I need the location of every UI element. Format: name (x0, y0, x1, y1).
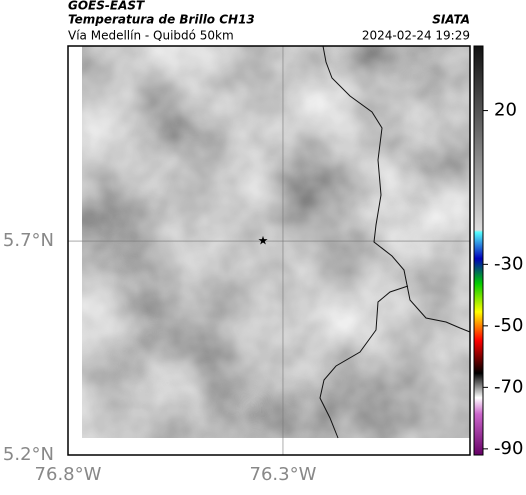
colorbar-tick-label: -50 (494, 315, 523, 336)
lon-tick-label: 76.3°W (250, 464, 317, 485)
cloud-texture (82, 46, 470, 438)
lat-tick-label: 5.7°N (3, 230, 54, 251)
lat-tick-label: 5.2°N (3, 444, 54, 465)
colorbar-tick-label: -70 (494, 376, 523, 397)
lon-tick-label: 76.8°W (35, 464, 102, 485)
title: Temperatura de Brillo CH13 (68, 13, 255, 27)
colorbar-tick-label: -90 (494, 438, 523, 459)
source: GOES-EAST (68, 0, 145, 13)
map-frame (67, 45, 471, 456)
colorbar-tick-label: 20 (494, 100, 517, 121)
border (319, 285, 409, 439)
colorbar (473, 45, 484, 456)
datetime: 2024-02-24 19:29 (362, 29, 470, 43)
coastline (322, 45, 471, 333)
org: SIATA (432, 13, 470, 27)
colorbar-tick-label: -30 (494, 253, 523, 274)
location-star: ★ (258, 234, 269, 248)
subtitle: Vía Medellín - Quibdó 50km (68, 29, 234, 43)
